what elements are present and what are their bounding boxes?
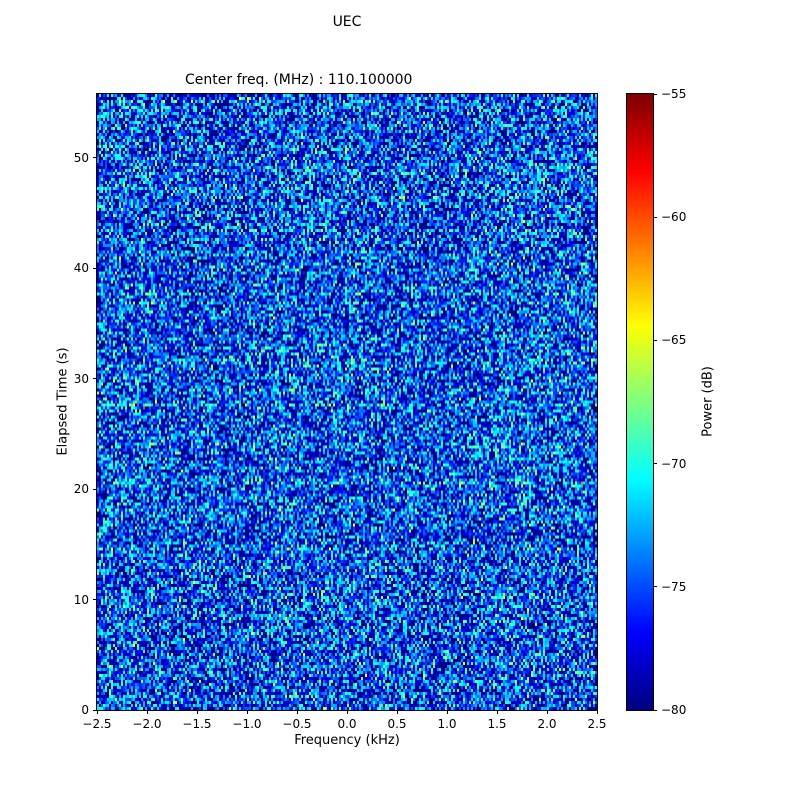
- y-tick-label: 40: [73, 261, 89, 276]
- x-tick-mark: [246, 710, 248, 714]
- x-tick-mark: [596, 710, 598, 714]
- colorbar-tick-label: −70: [661, 456, 687, 471]
- x-tick-label: 2.5: [587, 717, 607, 731]
- colorbar-tick-label: −80: [661, 703, 687, 717]
- chart-title: UEC: [332, 14, 362, 30]
- x-axis-label: Frequency (kHz): [294, 733, 400, 748]
- y-tick-mark: [93, 599, 97, 600]
- x-tick-label: −1.0: [232, 717, 262, 731]
- y-tick-label: 10: [73, 592, 89, 607]
- colorbar-label: Power (dB): [700, 366, 716, 437]
- x-tick-label: −2.5: [82, 717, 112, 731]
- colorbar-tick-label: −55: [661, 87, 687, 101]
- center-freq-line: Center freq. (MHz) : 110.100000: [185, 72, 413, 88]
- y-tick-label: 0: [81, 703, 89, 717]
- x-tick-label: −2.0: [132, 717, 162, 731]
- y-tick-mark: [93, 709, 97, 711]
- y-tick-mark: [93, 267, 97, 269]
- x-tick-mark: [96, 710, 98, 714]
- x-tick-label: −0.5: [282, 717, 312, 731]
- colorbar-tick-label: −60: [661, 210, 687, 225]
- y-axis-label: Elapsed Time (s): [55, 347, 71, 456]
- y-tick-label: 30: [73, 371, 89, 386]
- colorbar-tick-mark: [653, 93, 657, 95]
- x-tick-mark: [296, 710, 298, 714]
- x-tick-mark: [346, 710, 348, 714]
- y-tick-mark: [93, 157, 97, 159]
- x-tick-label: 2.0: [537, 717, 557, 731]
- colorbar-tick-mark: [653, 216, 657, 218]
- colorbar-tick-mark: [653, 709, 657, 711]
- y-tick-mark: [93, 488, 97, 490]
- x-tick-mark: [496, 710, 498, 714]
- y-tick-label: 20: [73, 482, 89, 496]
- y-tick-mark: [93, 378, 97, 380]
- colorbar-tick-label: −75: [661, 579, 687, 594]
- y-tick-label: 50: [73, 150, 89, 165]
- spectrogram-heatmap: [97, 94, 597, 710]
- x-tick-mark: [196, 710, 198, 714]
- colorbar-tick-mark: [653, 586, 657, 588]
- x-tick-mark: [396, 710, 398, 714]
- x-tick-label: 0.5: [387, 717, 407, 731]
- colorbar-gradient: [627, 94, 653, 710]
- colorbar-tick-mark: [653, 463, 657, 465]
- colorbar-tick-mark: [653, 339, 657, 341]
- x-tick-mark: [546, 710, 548, 714]
- x-tick-mark: [446, 710, 448, 714]
- x-tick-label: 1.5: [487, 717, 507, 731]
- x-tick-label: 0.0: [337, 717, 357, 731]
- colorbar-tick-label: −65: [661, 333, 687, 348]
- x-tick-label: −1.5: [182, 717, 212, 731]
- x-tick-mark: [146, 710, 148, 714]
- x-tick-label: 1.0: [437, 717, 457, 731]
